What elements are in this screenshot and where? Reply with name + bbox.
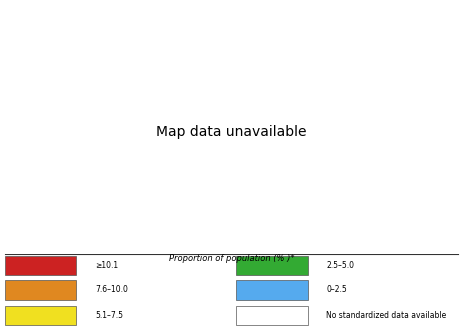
Bar [236, 306, 308, 325]
Text: 5.1–7.5: 5.1–7.5 [95, 311, 123, 320]
Bar [5, 256, 76, 275]
Text: Map data unavailable: Map data unavailable [156, 125, 307, 139]
Bar [236, 280, 308, 300]
Bar [5, 280, 76, 300]
Bar [5, 306, 76, 325]
Text: 2.5–5.0: 2.5–5.0 [326, 261, 354, 270]
Text: No standardized data available: No standardized data available [326, 311, 447, 320]
Text: Proportion of population (% )*: Proportion of population (% )* [169, 254, 294, 263]
Bar [236, 256, 308, 275]
Text: 0–2.5: 0–2.5 [326, 285, 347, 294]
Text: ≥10.1: ≥10.1 [95, 261, 118, 270]
Text: 7.6–10.0: 7.6–10.0 [95, 285, 128, 294]
